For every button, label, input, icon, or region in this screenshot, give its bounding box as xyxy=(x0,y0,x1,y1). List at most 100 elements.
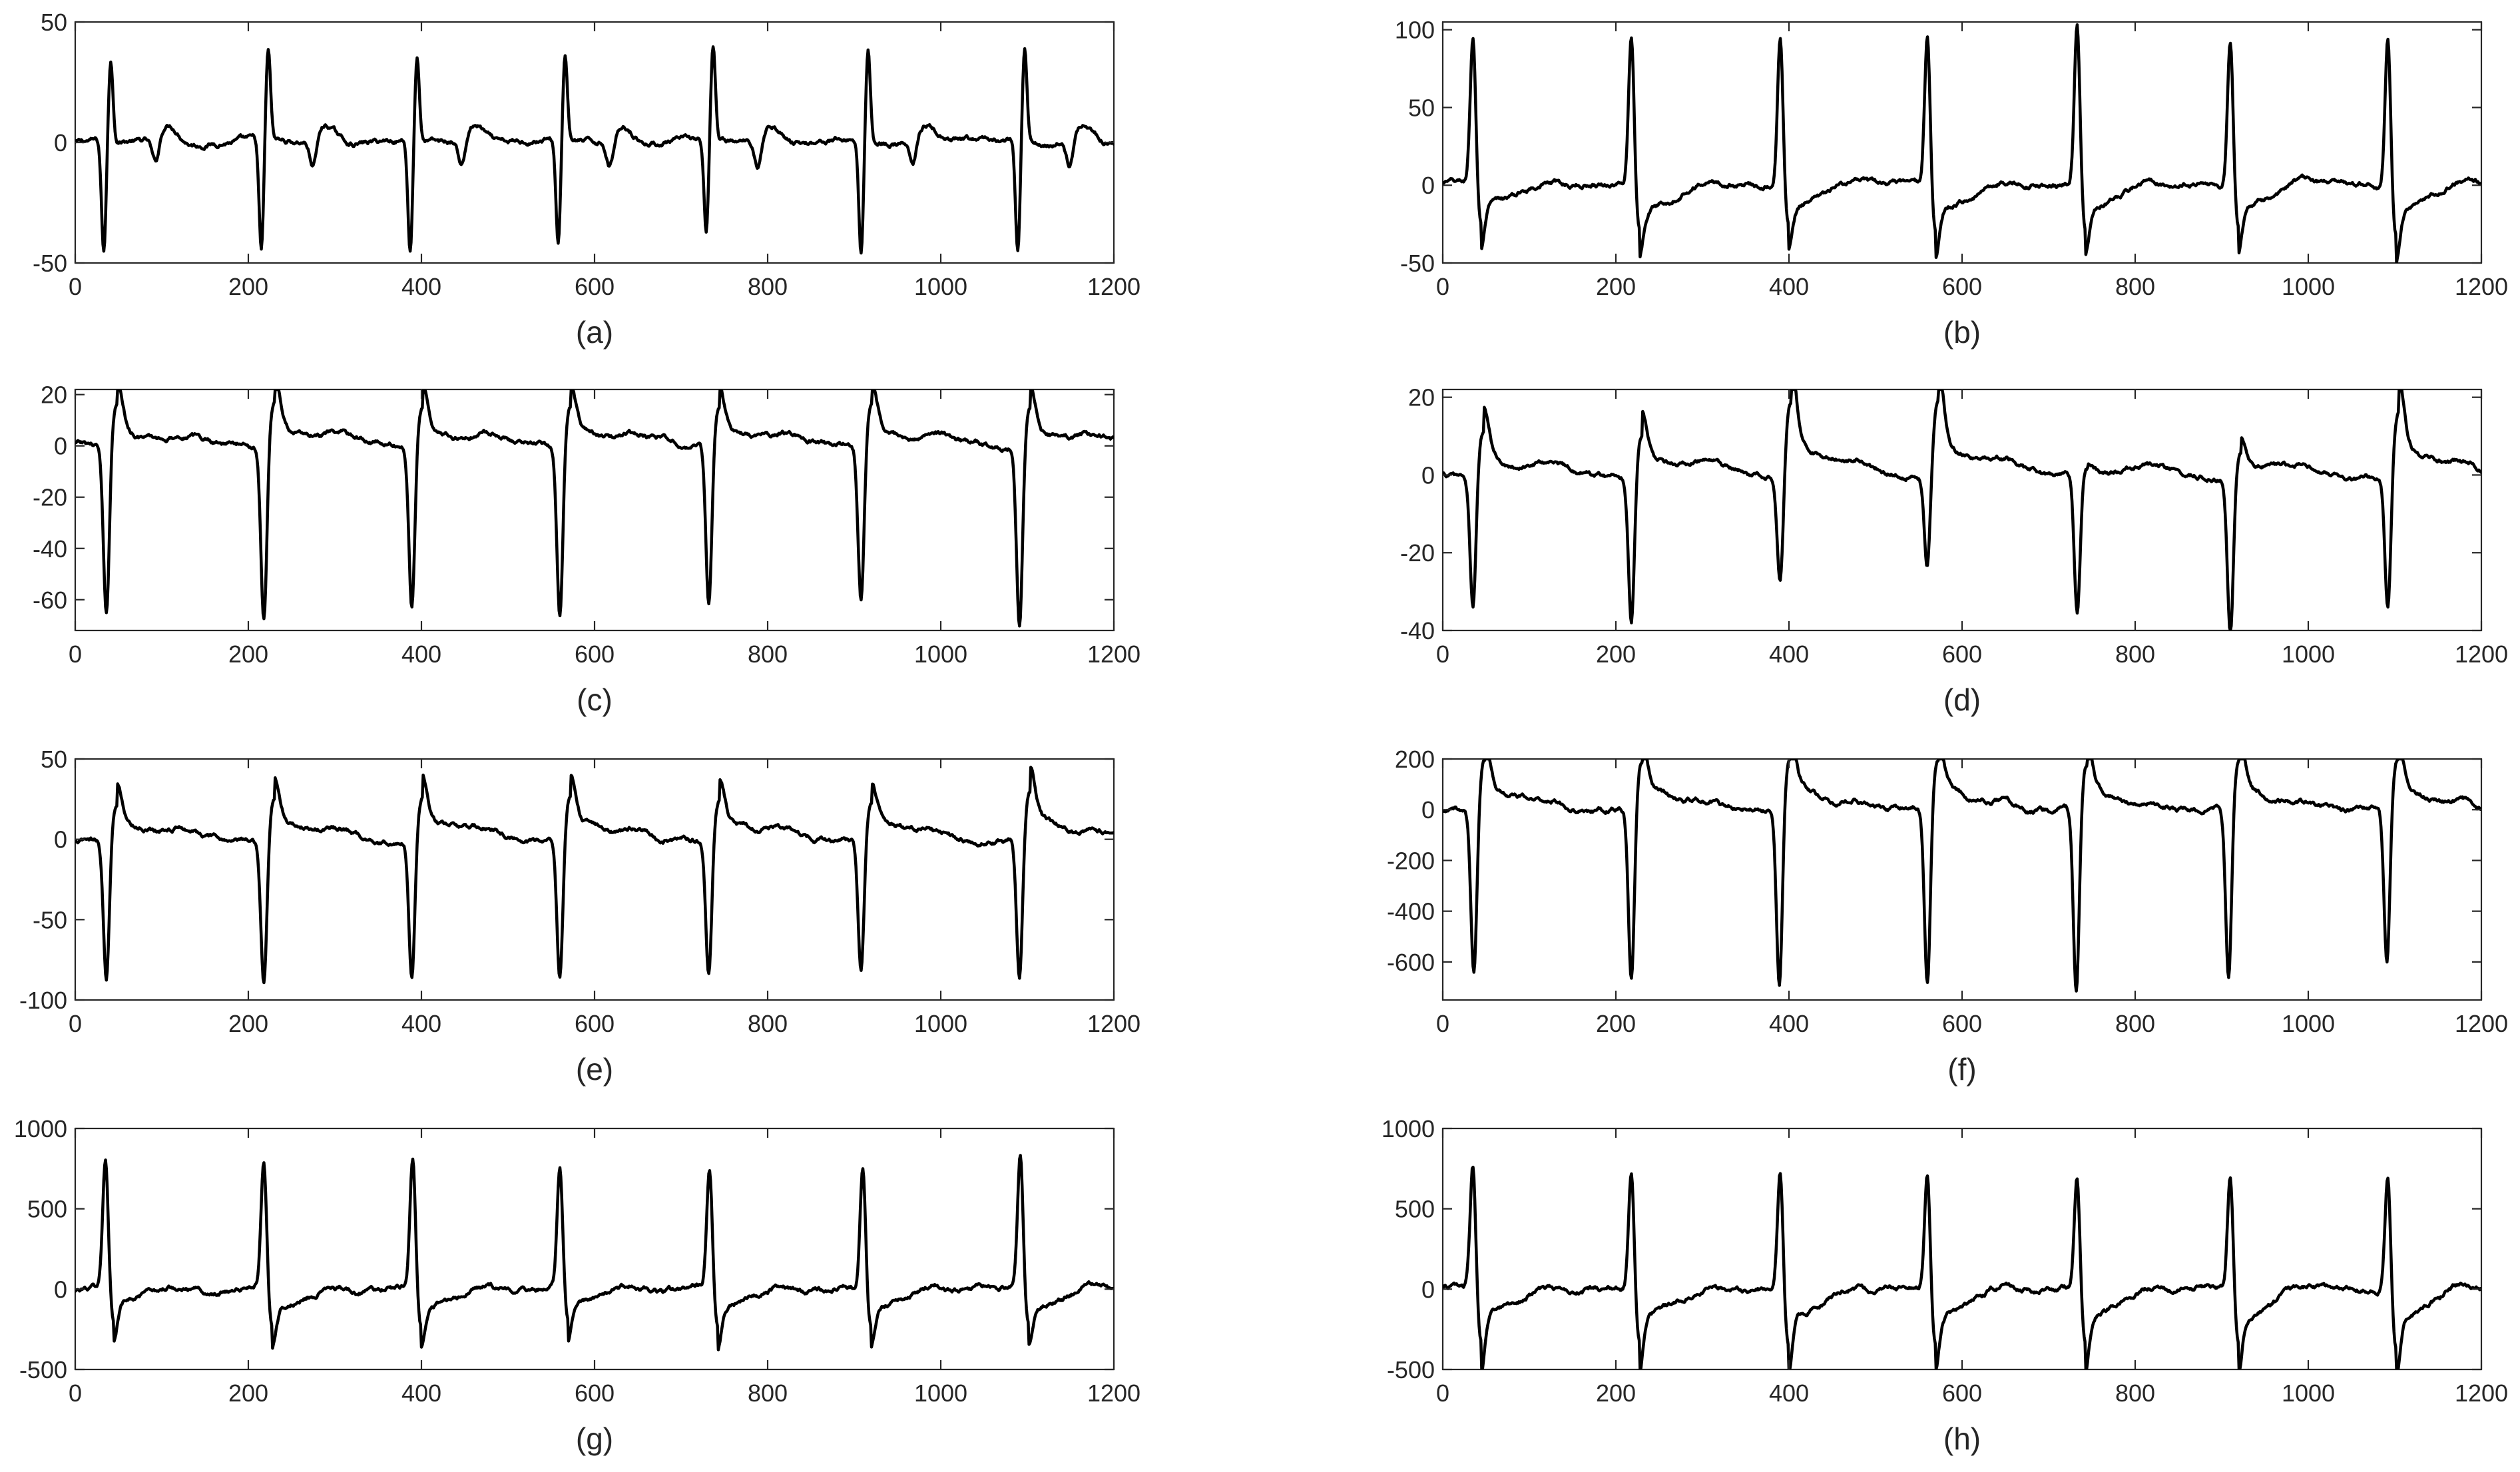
x-tick-label: 200 xyxy=(228,1379,268,1407)
y-tick-label: 100 xyxy=(1395,17,1435,44)
x-tick-label: 400 xyxy=(401,1379,441,1407)
subplot-caption: (g) xyxy=(576,1421,613,1456)
y-tick-label: 0 xyxy=(1421,461,1435,489)
y-tick-label: 20 xyxy=(1408,384,1435,411)
x-tick-label: 600 xyxy=(575,273,615,300)
plot-frame xyxy=(1441,388,2483,632)
x-tick-label: 400 xyxy=(401,273,441,300)
x-tick-label: 1000 xyxy=(2282,1379,2335,1407)
x-tick-label: 800 xyxy=(748,640,788,668)
x-tick-label: 800 xyxy=(2115,1379,2155,1407)
x-tick-label: 1000 xyxy=(2282,640,2335,668)
y-tick-label: 0 xyxy=(1421,1276,1435,1303)
subplot-e: 0 200 400 600 800 1000 1200 -100 -50 0 50 (e) xyxy=(19,746,1140,1087)
x-tick-label: 400 xyxy=(1769,1379,1809,1407)
subplot-caption: (b) xyxy=(1943,315,1981,350)
subplot-caption: (h) xyxy=(1943,1421,1981,1456)
y-tick-label: 200 xyxy=(1395,746,1435,773)
x-tick-label: 800 xyxy=(748,1010,788,1037)
y-tick-label: 0 xyxy=(54,1276,67,1303)
y-tick-label: 500 xyxy=(1395,1196,1435,1223)
signal-trace xyxy=(75,1154,1114,1351)
x-tick-label: 800 xyxy=(2115,273,2155,300)
y-tick-label: 0 xyxy=(54,826,67,854)
x-tick-label: 200 xyxy=(1596,273,1636,300)
y-tick-label: 50 xyxy=(41,746,67,773)
x-tick-label: 800 xyxy=(2115,1010,2155,1037)
x-tick-label: 1200 xyxy=(1087,273,1140,300)
subplot-caption: (a) xyxy=(576,315,613,350)
y-tick-label: 0 xyxy=(54,433,67,460)
subplot-c: 0 200 400 600 800 1000 1200 -60 -40 -20 0 20 (c) xyxy=(33,381,1140,717)
x-tick-label: 800 xyxy=(748,1379,788,1407)
x-tick-label: 1000 xyxy=(914,640,967,668)
x-tick-label: 1200 xyxy=(2455,640,2508,668)
x-tick-label: 400 xyxy=(1769,640,1809,668)
x-tick-label: 1200 xyxy=(1087,1379,1140,1407)
x-tick-label: 1000 xyxy=(914,273,967,300)
x-tick-label: 1000 xyxy=(914,1010,967,1037)
x-tick-label: 800 xyxy=(2115,640,2155,668)
y-tick-label: -20 xyxy=(1400,539,1435,567)
subplot-caption: (e) xyxy=(576,1052,613,1087)
y-tick-label: 0 xyxy=(1421,796,1435,824)
y-tick-label: 1000 xyxy=(14,1115,67,1142)
y-tick-label: -600 xyxy=(1387,949,1435,976)
y-tick-label: -40 xyxy=(1400,617,1435,644)
plot-frame xyxy=(74,1127,1115,1371)
subplot-caption: (d) xyxy=(1943,682,1981,717)
y-tick-label: -200 xyxy=(1387,847,1435,874)
x-tick-label: 0 xyxy=(1436,1379,1449,1407)
x-tick-label: 200 xyxy=(1596,1010,1636,1037)
subplot-d: 0 200 400 600 800 1000 1200 -40 -20 0 20 (d) xyxy=(1400,384,2508,717)
x-tick-label: 400 xyxy=(1769,273,1809,300)
subplot-f: 0 200 400 600 800 1000 1200 -600 -400 -200 0 200 (f) xyxy=(1387,746,2508,1087)
x-tick-label: 600 xyxy=(1942,640,1982,668)
plot-frame xyxy=(1441,1127,2483,1371)
y-tick-label: -50 xyxy=(1400,250,1435,277)
x-tick-label: 400 xyxy=(1769,1010,1809,1037)
y-tick-label: -500 xyxy=(1387,1356,1435,1383)
x-tick-label: 0 xyxy=(69,1010,82,1037)
x-tick-label: 0 xyxy=(1436,1010,1449,1037)
x-tick-label: 200 xyxy=(1596,640,1636,668)
y-tick-label: 50 xyxy=(1408,94,1435,121)
x-tick-label: 600 xyxy=(575,1010,615,1037)
x-tick-label: 0 xyxy=(69,640,82,668)
signal-trace xyxy=(75,389,1114,628)
subplot-caption: (c) xyxy=(577,682,613,717)
y-tick-label: 500 xyxy=(27,1196,67,1223)
x-tick-label: 1200 xyxy=(1087,640,1140,668)
x-tick-label: 600 xyxy=(575,640,615,668)
y-tick-label: 20 xyxy=(41,381,67,409)
x-tick-label: 200 xyxy=(228,640,268,668)
signal-trace xyxy=(75,45,1114,255)
plot-frame xyxy=(1441,21,2483,264)
x-tick-label: 200 xyxy=(1596,1379,1636,1407)
x-tick-label: 1000 xyxy=(2282,273,2335,300)
signal-trace xyxy=(1443,759,2481,993)
x-tick-label: 1200 xyxy=(1087,1010,1140,1037)
x-tick-label: 200 xyxy=(228,273,268,300)
plot-frame xyxy=(74,388,1115,632)
y-tick-label: -50 xyxy=(33,250,67,277)
x-tick-label: 200 xyxy=(228,1010,268,1037)
x-tick-label: 600 xyxy=(1942,1379,1982,1407)
signal-trace xyxy=(1443,23,2481,263)
x-tick-label: 1200 xyxy=(2455,273,2508,300)
x-tick-label: 1200 xyxy=(2455,1010,2508,1037)
plot-frame xyxy=(74,758,1115,1001)
y-tick-label: 0 xyxy=(54,129,67,156)
x-tick-label: 600 xyxy=(1942,1010,1982,1037)
y-tick-label: -20 xyxy=(33,484,67,511)
x-tick-label: 1200 xyxy=(2455,1379,2508,1407)
x-tick-label: 800 xyxy=(748,273,788,300)
y-tick-label: 0 xyxy=(1421,172,1435,199)
x-tick-label: 400 xyxy=(401,640,441,668)
y-tick-label: -60 xyxy=(33,587,67,614)
